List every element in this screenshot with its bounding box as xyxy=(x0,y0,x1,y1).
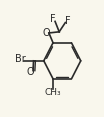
Text: O: O xyxy=(27,67,35,77)
Text: Br: Br xyxy=(15,53,26,64)
Text: F: F xyxy=(50,14,56,24)
Text: O: O xyxy=(43,28,50,38)
Text: CH₃: CH₃ xyxy=(45,88,61,97)
Text: F: F xyxy=(65,16,70,26)
